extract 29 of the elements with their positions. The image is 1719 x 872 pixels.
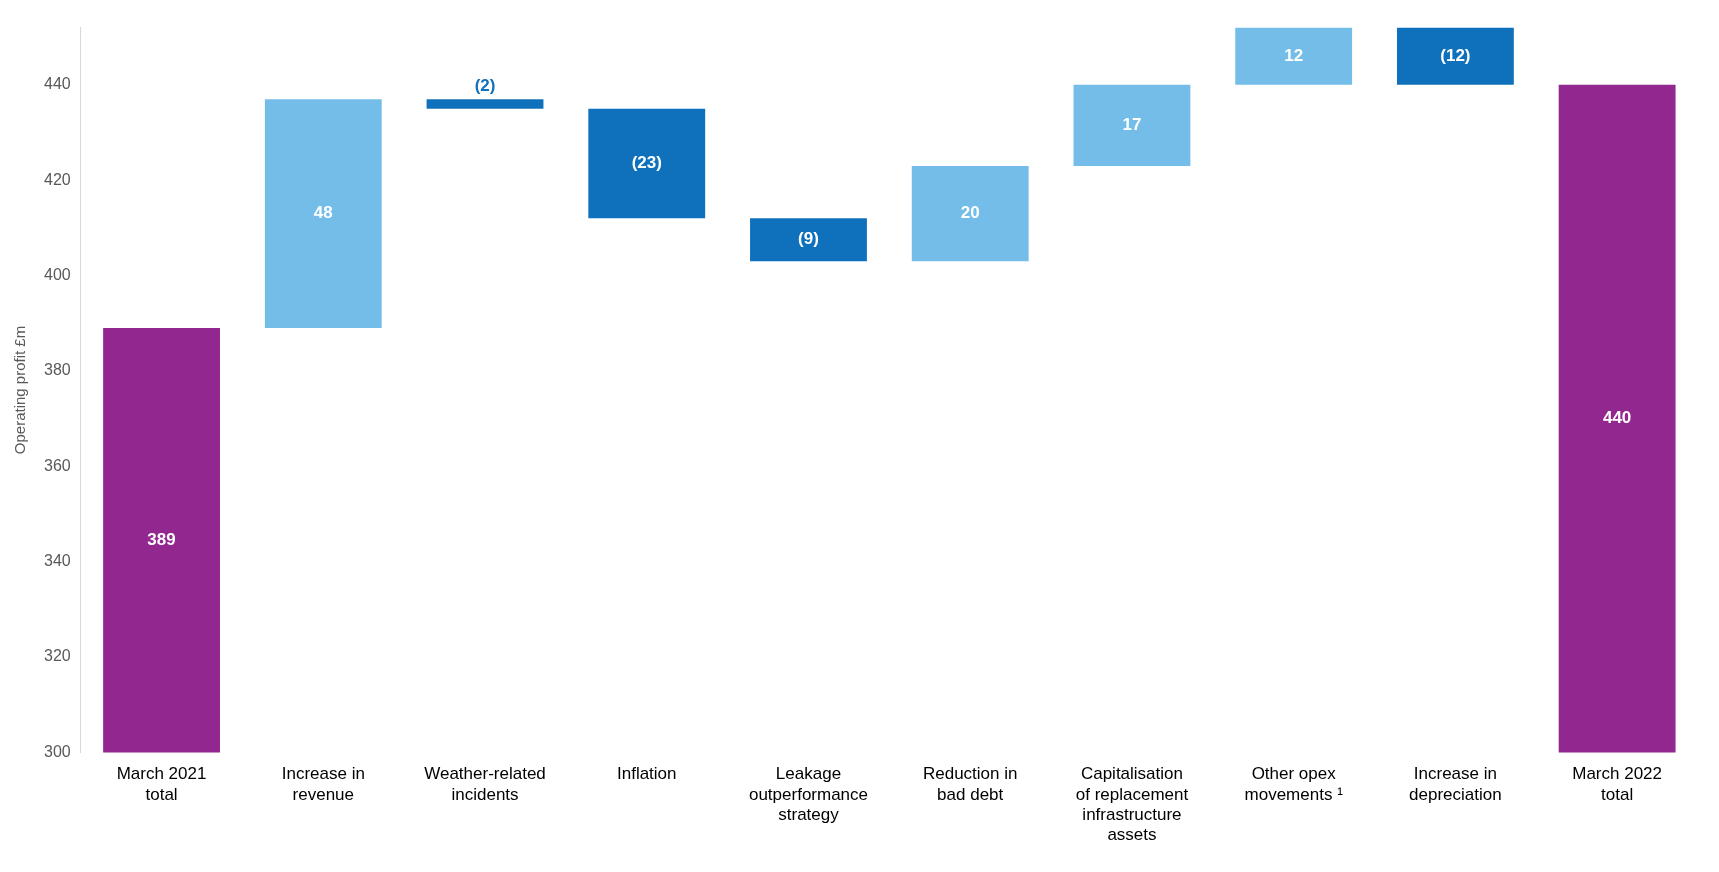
x-tick-label: March 2021 total [116,764,207,804]
x-tick-label: Inflation [616,764,677,784]
x-tick-label: Other opex movements ¹ [1244,764,1344,804]
data-label: 12 [1284,45,1304,65]
x-tick-label: Increase in depreciation [1409,764,1502,804]
y-axis-title: Operating profit £m [11,325,29,455]
data-label: (23) [631,153,662,173]
y-tick-label: 440 [43,75,71,93]
y-tick-label: 300 [43,742,71,760]
y-tick-label: 400 [43,265,71,283]
x-tick-label: Leakage outperformance strategy [748,764,869,825]
data-label: (9) [798,229,819,249]
y-tick-label: 420 [43,170,71,188]
x-tick-label: Capitalisation of replacement infrastructure assets [1075,764,1189,845]
x-tick-label: Reduction in bad debt [922,764,1018,804]
data-label: (2) [474,76,496,96]
data-label: (12) [1440,45,1471,65]
y-tick-label: 340 [43,552,71,570]
y-tick-label: 380 [43,361,71,379]
y-tick-label: 360 [43,456,71,474]
data-label: 440 [1602,408,1632,428]
x-tick-label: March 2022 total [1572,764,1663,804]
data-label: 20 [960,203,980,223]
data-label: 48 [313,203,333,223]
y-tick-label: 320 [43,647,71,665]
x-tick-label: Increase in revenue [281,764,365,804]
data-label: 389 [147,529,176,549]
data-label: 17 [1122,115,1142,135]
x-tick-label: Weather-related incidents [424,764,546,804]
